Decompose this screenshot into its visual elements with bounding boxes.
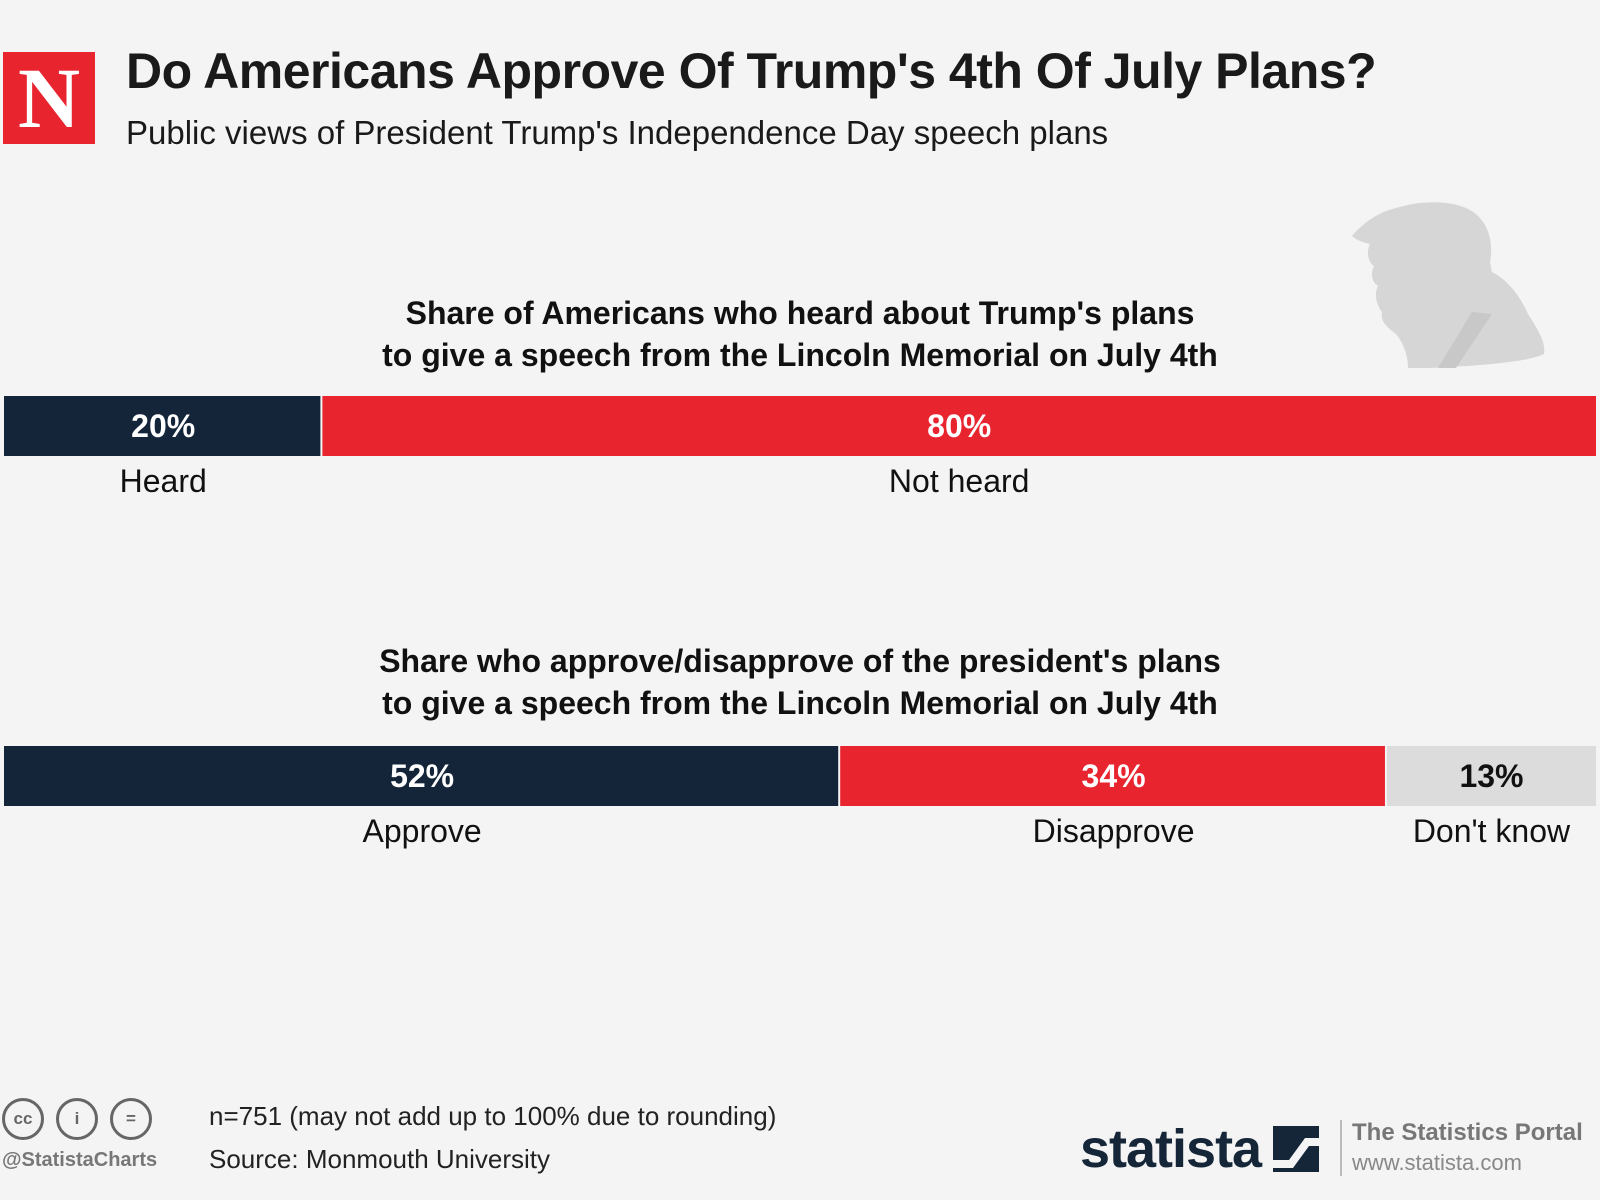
source-text: Source: Monmouth University	[209, 1144, 551, 1174]
statista-wordmark: statista	[1080, 1119, 1262, 1179]
chart2-bar-2	[1386, 746, 1596, 806]
chart2-category-label-2: Don't know	[1413, 813, 1571, 849]
chart2-category-label-0: Approve	[363, 813, 482, 849]
cc-icon[interactable]: cc	[2, 1098, 44, 1140]
newsweek-logo: N	[3, 52, 95, 144]
attribution-icon[interactable]: i	[56, 1098, 98, 1140]
no-derivatives-icon[interactable]: =	[110, 1098, 152, 1140]
chart1-value-label-0: 20%	[131, 408, 195, 444]
chart1-value-label-1: 80%	[927, 408, 991, 444]
chart1-bar-0	[4, 396, 321, 456]
twitter-handle[interactable]: @StatistaCharts	[2, 1149, 158, 1171]
logo-letter: N	[17, 50, 81, 146]
chart1-bar-1	[322, 396, 1596, 456]
chart1-title: Share of Americans who heard about Trump…	[0, 292, 1600, 376]
page-subtitle: Public views of President Trump's Indepe…	[126, 114, 1109, 151]
chart2-bar-1	[840, 746, 1385, 806]
chart2-title-line2: to give a speech from the Lincoln Memori…	[382, 685, 1218, 721]
chart2-category-label-1: Disapprove	[1033, 813, 1195, 849]
trump-silhouette-icon	[1352, 202, 1545, 368]
chart1-title-line2: to give a speech from the Lincoln Memori…	[382, 337, 1218, 373]
chart2-stacked-bar: 52% Approve 34% Disapprove 13% Don't know	[4, 746, 1596, 849]
portal-url[interactable]: www.statista.com	[1352, 1150, 1522, 1175]
chart2-value-label-0: 52%	[390, 758, 454, 794]
chart1-stacked-bar: 20% Heard 80% Not heard	[4, 396, 1596, 499]
footer-divider	[1340, 1120, 1342, 1176]
chart2-title: Share who approve/disapprove of the pres…	[0, 640, 1600, 724]
chart1-title-line1: Share of Americans who heard about Trump…	[405, 295, 1195, 331]
chart1-category-label-0: Heard	[120, 463, 207, 499]
chart1-category-label-1: Not heard	[889, 463, 1030, 499]
statista-logo-icon	[1273, 1126, 1320, 1172]
license-icons: cc i =	[2, 1098, 152, 1140]
chart2-value-label-1: 34%	[1082, 758, 1146, 794]
chart2-value-label-2: 13%	[1459, 758, 1523, 794]
page-title: Do Americans Approve Of Trump's 4th Of J…	[126, 43, 1377, 99]
chart2-bar-0	[4, 746, 839, 806]
portal-name: The Statistics Portal	[1352, 1119, 1583, 1146]
chart2-title-line1: Share who approve/disapprove of the pres…	[379, 643, 1221, 679]
statista-brand[interactable]: statista	[1080, 1118, 1320, 1180]
sample-note: n=751 (may not add up to 100% due to rou…	[209, 1101, 777, 1131]
